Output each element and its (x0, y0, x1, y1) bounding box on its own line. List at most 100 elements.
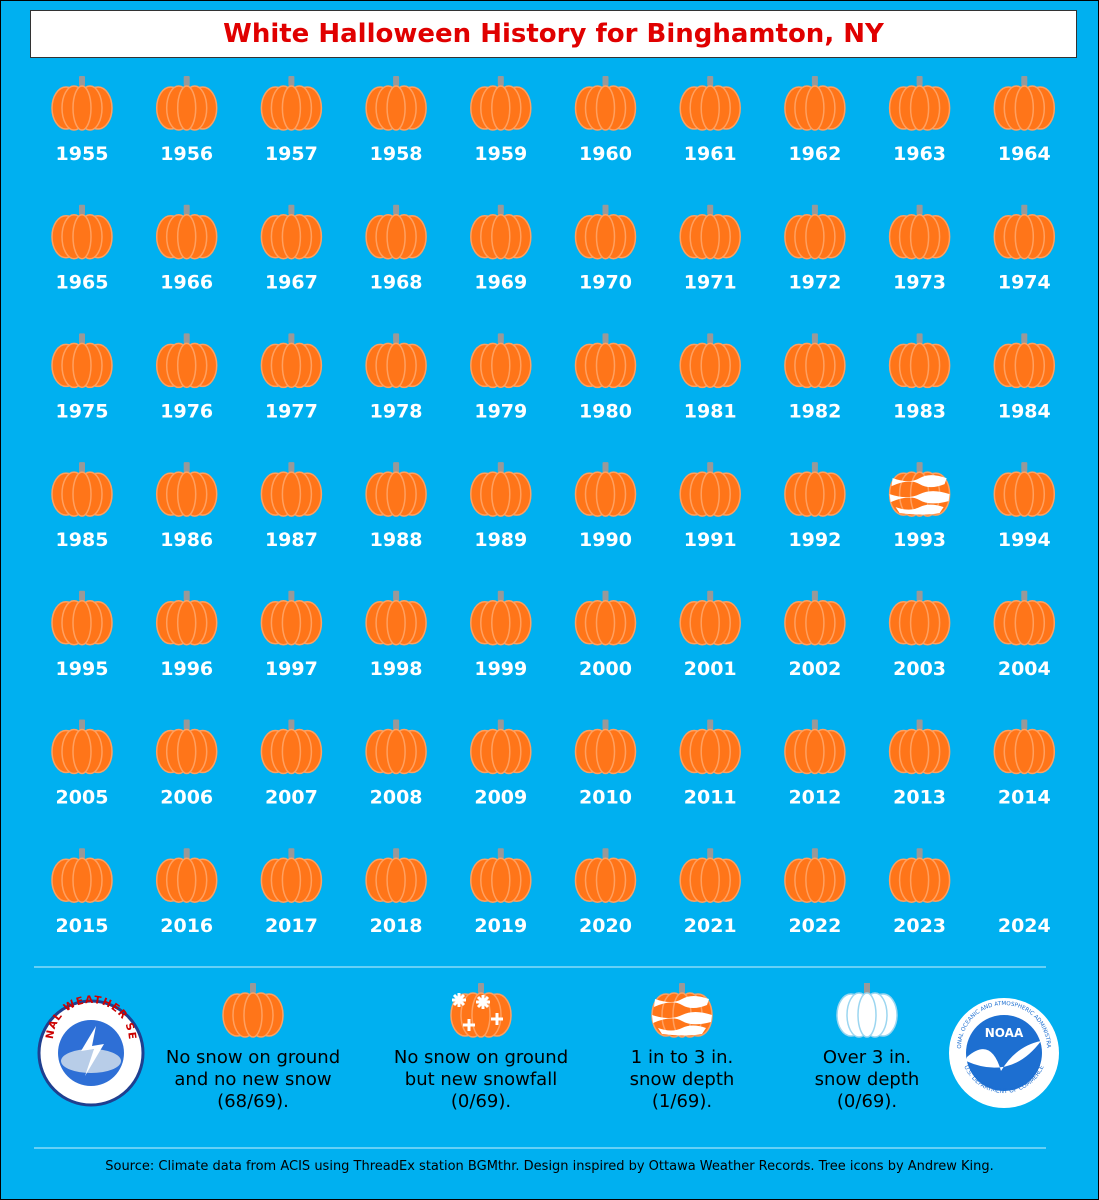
year-label: 2016 (160, 915, 213, 937)
pumpkin-icon (679, 718, 741, 775)
year-label: 1965 (56, 272, 109, 294)
noaa-name: NOAA (985, 1026, 1024, 1040)
year-label: 1990 (579, 529, 632, 551)
year-label: 1998 (370, 658, 423, 680)
year-label: 1974 (998, 272, 1051, 294)
year-label: 2020 (579, 915, 632, 937)
year-label: 1969 (474, 272, 527, 294)
pumpkin-icon (888, 332, 951, 389)
pumpkin-icon (51, 203, 113, 260)
pumpkin-icon (51, 847, 113, 903)
year-label: 1993 (893, 529, 946, 551)
year-label: 2003 (893, 658, 946, 680)
pumpkin-icon (260, 718, 323, 775)
pumpkin-icon (260, 590, 323, 646)
pumpkin-icon (155, 847, 218, 903)
year-label: 1992 (788, 529, 841, 551)
pumpkin-icon (470, 75, 532, 131)
legend-text: No snow on ground and no new snow (68/69… (165, 1047, 341, 1112)
pumpkin-icon (260, 461, 323, 517)
year-label: 2011 (684, 787, 737, 809)
pumpkin-icon (993, 461, 1056, 517)
year-label: 2024 (998, 915, 1051, 937)
year-label: 1958 (370, 143, 423, 165)
year-label: 2021 (684, 915, 737, 937)
pumpkin-icon (574, 847, 637, 903)
pumpkin-icon (679, 461, 741, 517)
pumpkin-icon (888, 203, 951, 260)
pumpkin-icon (574, 332, 637, 389)
year-label: 2019 (474, 915, 527, 937)
year-label: 2018 (370, 915, 423, 937)
pumpkin-icon (51, 461, 113, 517)
pumpkin-icon (365, 203, 427, 260)
source: Source: Climate data from ACIS using Thr… (105, 1159, 994, 1174)
pumpkin-icon (470, 718, 532, 775)
year-label: 2005 (56, 787, 109, 809)
year-label: 1968 (370, 272, 423, 294)
year-label: 2009 (474, 787, 527, 809)
year-label: 1983 (893, 400, 946, 422)
year-label: 1982 (788, 400, 841, 422)
year-label: 1973 (893, 272, 946, 294)
pumpkin-icon (784, 718, 846, 775)
year-label: 1970 (579, 272, 632, 294)
year-label: 1957 (265, 143, 318, 165)
pumpkin-icon (260, 332, 323, 389)
pumpkin-icon (888, 847, 951, 903)
year-label: 2007 (265, 787, 318, 809)
year-label: 1989 (474, 529, 527, 551)
pumpkin-icon (784, 461, 846, 517)
legend-text: No snow on ground but new snowfall (0/69… (393, 1047, 569, 1112)
pumpkin-icon (993, 203, 1056, 260)
pumpkin-icon (365, 590, 427, 646)
pumpkin-icon (365, 332, 427, 389)
pumpkin-icon (470, 590, 532, 646)
pumpkin-icon (155, 590, 218, 646)
pumpkin-icon (155, 461, 218, 517)
pumpkin-icon (679, 332, 741, 389)
year-label: 1966 (160, 272, 213, 294)
year-label: 2000 (579, 658, 632, 680)
year-label: 1976 (160, 400, 213, 422)
title: White Halloween History for Binghamton, … (30, 10, 1077, 58)
year-label: 2022 (788, 915, 841, 937)
pumpkin-icon (365, 718, 427, 775)
pumpkin-icon (51, 332, 113, 389)
year-label: 1994 (998, 529, 1051, 551)
year-label: 2013 (893, 787, 946, 809)
year-label: 1959 (474, 143, 527, 165)
pumpkin-icon (993, 718, 1056, 775)
pumpkin-icon (574, 461, 637, 517)
year-label: 2008 (370, 787, 423, 809)
year-label: 1971 (684, 272, 737, 294)
pumpkin-icon (784, 332, 846, 389)
pumpkin-icon (365, 75, 427, 131)
pumpkin-icon (155, 203, 218, 260)
year-label: 1956 (160, 143, 213, 165)
pumpkin-icon (888, 590, 951, 646)
year-label: 1984 (998, 400, 1051, 422)
year-label: 1978 (370, 400, 423, 422)
pumpkin-icon (365, 847, 427, 903)
pumpkin-icon (260, 847, 323, 903)
pumpkin-icon (784, 847, 846, 903)
year-label: 2006 (160, 787, 213, 809)
year-label: 2023 (893, 915, 946, 937)
year-label: 2014 (998, 787, 1051, 809)
pumpkin-icon (679, 847, 741, 903)
year-label: 1963 (893, 143, 946, 165)
year-label: 2004 (998, 658, 1051, 680)
pumpkin-icon (260, 203, 323, 260)
year-label: 1997 (265, 658, 318, 680)
year-label: 2010 (579, 787, 632, 809)
pumpkin-icon (470, 203, 532, 260)
pumpkin-icon (51, 590, 113, 646)
legend-icon (836, 982, 898, 1038)
year-label: 2017 (265, 915, 318, 937)
legend-icon (451, 983, 511, 1037)
pumpkin-icon (679, 75, 741, 131)
pumpkin-icon (784, 590, 846, 646)
pumpkin-icon (574, 203, 637, 260)
